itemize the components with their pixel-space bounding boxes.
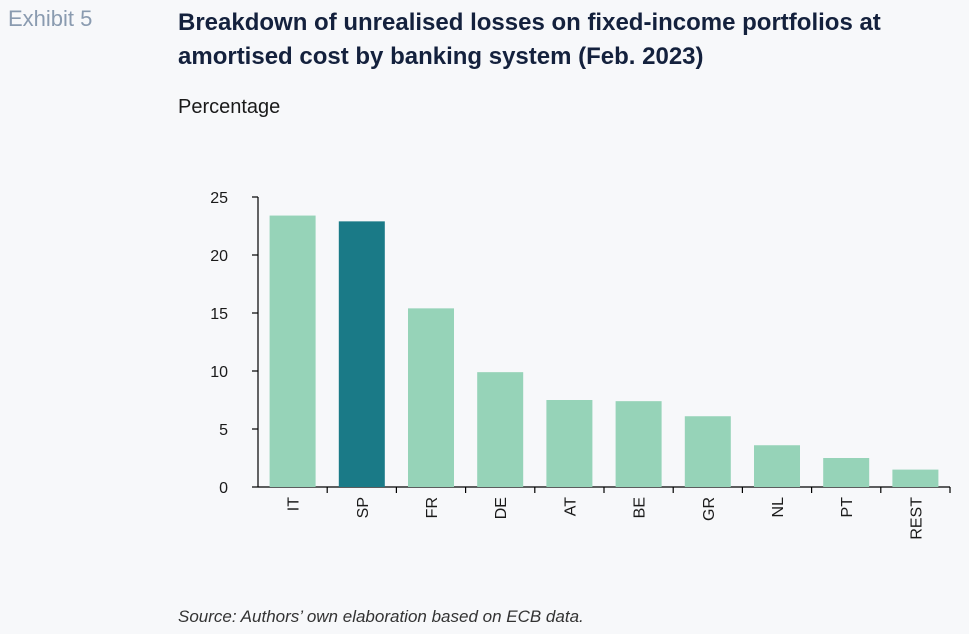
bars (269, 215, 939, 488)
x-tick-label: REST (908, 497, 925, 540)
y-tick-label: 20 (210, 248, 228, 265)
source-note: Source: Authors’ own elaboration based o… (178, 607, 584, 626)
bar-sp (338, 221, 385, 488)
bar-be (615, 401, 662, 487)
bar-it (269, 215, 316, 487)
y-tick-label: 25 (210, 190, 228, 207)
y-tick-label: 5 (219, 422, 228, 439)
bar-de (477, 372, 524, 487)
exhibit-label: Exhibit 5 (8, 6, 93, 31)
y-tick-label: 0 (219, 480, 228, 497)
x-tick-label: BE (632, 497, 649, 518)
x-axis: IT SP FR DE AT BE GR NL PT REST (258, 486, 951, 540)
bar-pt (823, 458, 870, 487)
bar-chart: 0 5 10 15 20 25 IT SP FR DE AT BE GR NL PT REST (210, 190, 951, 540)
x-tick-label: AT (562, 497, 579, 516)
bar-at (546, 400, 593, 487)
y-axis: 0 5 10 15 20 25 (210, 190, 259, 497)
x-tick-label: IT (286, 497, 303, 511)
x-tick-label: DE (493, 497, 510, 519)
x-tick-label: PT (839, 497, 856, 518)
bar-nl (754, 445, 800, 487)
chart-title: Breakdown of unrealised losses on fixed-… (178, 9, 881, 70)
bar-rest (892, 469, 939, 487)
x-tick-label: GR (701, 497, 718, 521)
y-tick-label: 10 (210, 364, 228, 381)
y-tick-label: 15 (210, 306, 228, 323)
x-tick-label: FR (424, 497, 441, 518)
bar-gr (684, 416, 731, 487)
x-tick-label: SP (355, 497, 372, 518)
bar-fr (408, 308, 454, 487)
y-axis-label: Percentage (178, 96, 281, 118)
x-tick-label: NL (770, 497, 787, 518)
